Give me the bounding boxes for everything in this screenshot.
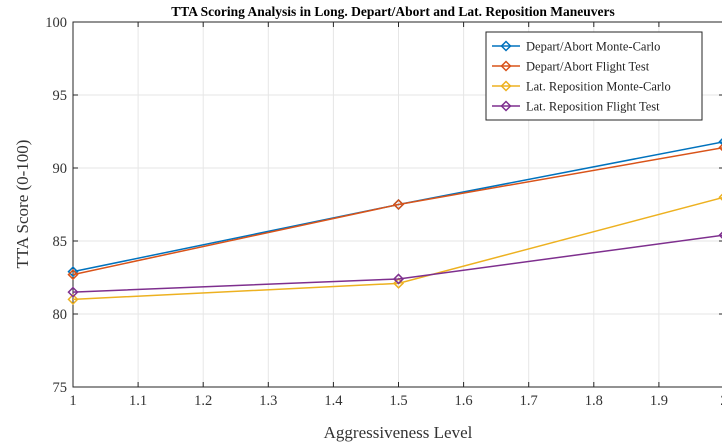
series-line — [72, 147, 722, 276]
legend-label: Lat. Reposition Flight Test — [526, 100, 660, 114]
y-tick-label: 90 — [53, 161, 68, 177]
series-line — [72, 234, 722, 293]
legend-marker — [500, 80, 512, 92]
data-point-marker — [392, 273, 405, 285]
x-tick-label: 1.2 — [194, 393, 212, 409]
data-point-marker — [718, 138, 722, 146]
data-point-marker — [67, 293, 79, 305]
legend: Depart/Abort Monte-Carlo Depart/Abort Fli… — [485, 31, 703, 121]
series-4 — [67, 231, 722, 298]
legend-item: Depart/Abort Monte-Carlo — [492, 40, 660, 54]
y-tick-label: 95 — [53, 88, 68, 104]
legend-marker — [500, 100, 512, 112]
legend-label: Depart/Abort Flight Test — [526, 60, 650, 74]
x-tick-label: 2 — [720, 393, 722, 409]
y-tick-label: 100 — [45, 15, 67, 31]
legend-item: Depart/Abort Flight Test — [492, 60, 650, 74]
data-point-marker — [718, 231, 722, 239]
legend-item: Lat. Reposition Monte-Carlo — [492, 80, 671, 94]
data-point-marker — [718, 193, 722, 201]
axis-ticks: 1 1.1 1.2 1.3 1.4 1.5 1.6 1.7 1.8 1.9 2 75 80 85 90 95 1… — [45, 15, 722, 409]
y-tick-label: 85 — [53, 234, 68, 250]
chart-title: TTA Scoring Analysis in Long. Depart/Abo… — [171, 4, 614, 19]
data-point-marker — [392, 277, 405, 289]
series-2 — [67, 143, 722, 281]
data-point-marker — [67, 269, 79, 281]
series-lines — [67, 138, 722, 305]
data-point-marker — [392, 198, 405, 211]
y-tick-label: 80 — [53, 307, 68, 323]
legend-box — [485, 31, 703, 121]
data-point-marker — [67, 266, 79, 278]
legend-label: Lat. Reposition Monte-Carlo — [526, 80, 671, 94]
x-tick-label: 1.4 — [324, 393, 343, 409]
x-tick-label: 1.6 — [455, 393, 473, 409]
legend-marker — [500, 60, 512, 72]
x-tick-label: 1.7 — [520, 393, 538, 409]
legend-item: Lat. Reposition Flight Test — [492, 100, 660, 114]
series-line — [72, 141, 722, 273]
x-tick-label: 1.5 — [389, 393, 407, 409]
y-axis-label: TTA Score (0-100) — [13, 140, 32, 269]
x-tick-label: 1.8 — [585, 393, 603, 409]
data-point-marker — [718, 143, 722, 152]
x-tick-label: 1.3 — [259, 393, 277, 409]
x-axis-label: Aggressiveness Level — [324, 423, 473, 442]
legend-label: Depart/Abort Monte-Carlo — [526, 40, 660, 54]
x-tick-label: 1 — [69, 393, 76, 409]
legend-marker — [500, 40, 512, 52]
x-tick-label: 1.1 — [129, 393, 147, 409]
data-point-marker — [67, 286, 79, 298]
x-tick-label: 1.9 — [650, 393, 668, 409]
y-tick-label: 75 — [53, 380, 68, 396]
